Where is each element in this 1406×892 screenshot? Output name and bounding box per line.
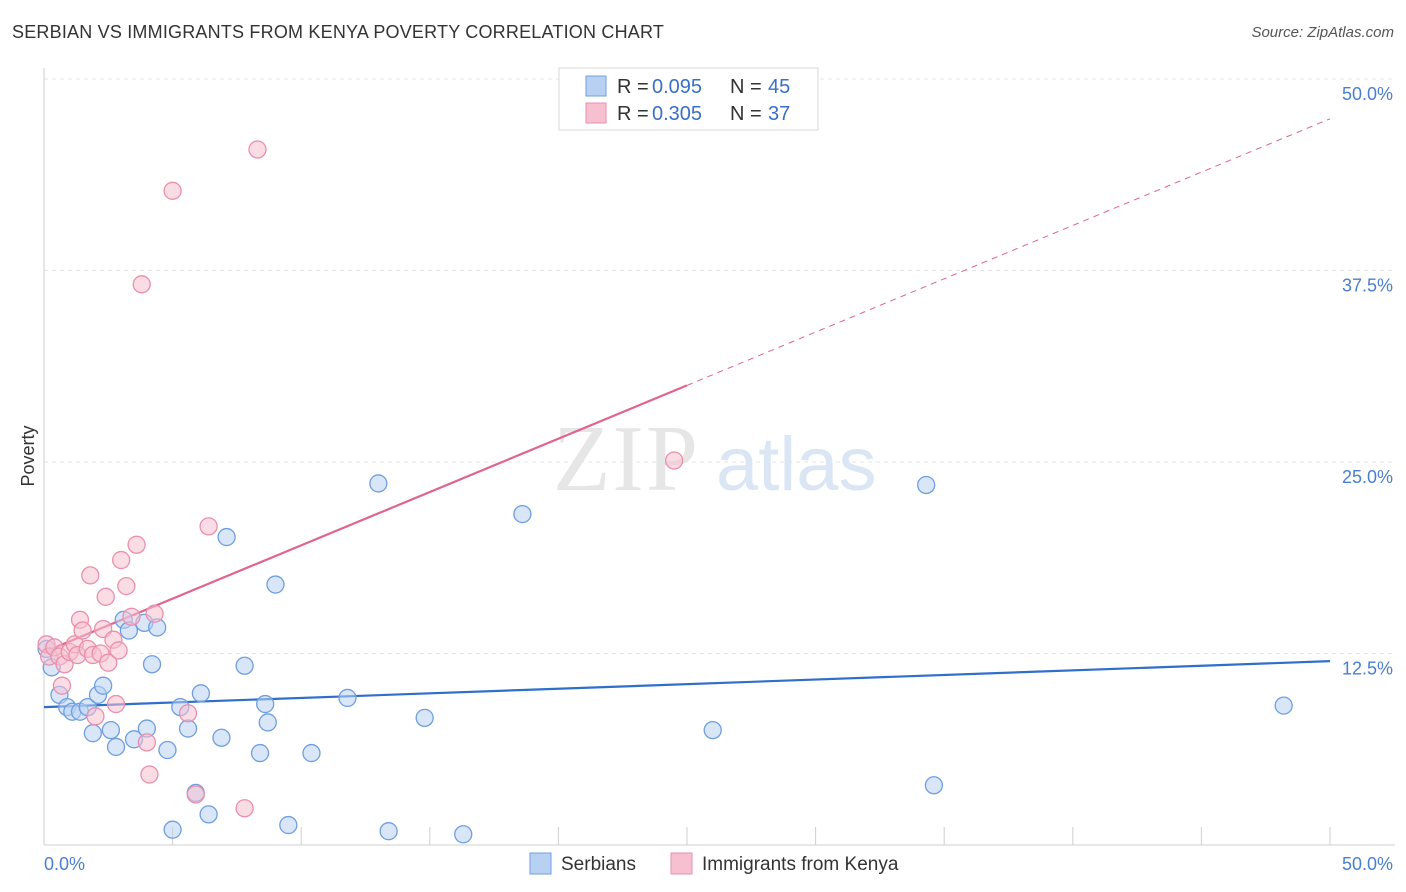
point-kenya <box>235 799 254 818</box>
point-kenya <box>99 653 118 672</box>
point-kenya <box>52 676 72 695</box>
point-kenya <box>664 451 684 470</box>
y-tick-label: 37.5% <box>1342 276 1393 296</box>
legend-box: R = 0.095 N = 45 R = 0.305 N = 37 <box>558 67 819 131</box>
legend-n-value-kenya: 37 <box>768 103 790 125</box>
point-serbians <box>106 737 126 757</box>
point-serbians <box>302 743 321 763</box>
point-kenya <box>96 587 115 606</box>
point-serbians <box>256 694 275 714</box>
legend-swatch-kenya <box>585 102 607 124</box>
point-kenya <box>132 275 151 294</box>
point-serbians <box>101 720 121 740</box>
point-kenya <box>81 566 100 585</box>
legend-r-value-kenya: 0.305 <box>652 103 702 125</box>
bottom-legend-label-serbians: Serbians <box>561 854 636 875</box>
point-serbians <box>142 655 162 674</box>
point-kenya <box>86 707 105 726</box>
point-kenya <box>178 704 198 723</box>
point-serbians <box>924 776 944 795</box>
point-serbians <box>379 822 398 841</box>
point-serbians <box>235 656 254 675</box>
point-serbians <box>250 743 270 763</box>
point-kenya <box>73 621 92 640</box>
point-serbians <box>454 825 473 844</box>
series-kenya-points <box>37 140 684 818</box>
chart-source: Source: ZipAtlas.com <box>1251 24 1394 41</box>
point-serbians <box>158 740 177 760</box>
point-kenya <box>163 181 182 200</box>
y-axis-title: Poverty <box>18 425 38 486</box>
legend-n-label-kenya: N = <box>730 103 762 125</box>
chart-title: SERBIAN VS IMMIGRANTS FROM KENYA POVERTY… <box>12 22 665 42</box>
point-serbians <box>191 684 211 703</box>
legend-r-value-serbians: 0.095 <box>652 76 702 98</box>
y-tick-label: 25.0% <box>1342 467 1393 487</box>
point-kenya <box>106 694 126 714</box>
point-kenya <box>109 641 128 660</box>
point-serbians <box>917 475 936 495</box>
point-serbians <box>199 805 218 824</box>
legend-r-label-serbians: R = <box>617 76 649 98</box>
point-serbians <box>83 724 103 743</box>
point-kenya <box>137 733 157 752</box>
legend-n-label-serbians: N = <box>730 76 762 98</box>
point-serbians <box>212 728 231 747</box>
watermark-atlas: atlas <box>716 422 877 507</box>
bottom-legend: Serbians Immigrants from Kenya <box>529 852 899 875</box>
series-serbians-points <box>37 474 1293 844</box>
point-serbians <box>217 527 236 547</box>
legend-r-label-kenya: R = <box>617 103 649 125</box>
point-kenya <box>112 550 131 570</box>
legend-swatch-serbians <box>585 75 607 97</box>
point-kenya <box>140 765 159 784</box>
point-serbians <box>266 575 285 594</box>
bottom-legend-label-kenya: Immigrants from Kenya <box>702 854 899 875</box>
y-tick-label: 12.5% <box>1342 659 1393 679</box>
trend-line-kenya-extension <box>686 118 1331 386</box>
x-axis-ticks <box>43 827 1331 845</box>
point-kenya <box>145 604 164 623</box>
bottom-legend-swatch-serbians <box>529 852 552 875</box>
point-serbians <box>369 474 388 493</box>
point-serbians <box>415 708 434 727</box>
point-serbians <box>94 676 113 695</box>
x-tick-label-min: 0.0% <box>44 854 85 874</box>
point-kenya <box>122 607 141 626</box>
legend-n-value-serbians: 45 <box>768 76 790 98</box>
point-serbians <box>703 720 722 740</box>
point-serbians <box>1274 696 1293 715</box>
point-serbians <box>178 719 198 738</box>
point-serbians <box>513 504 532 524</box>
point-kenya <box>186 785 205 804</box>
point-kenya <box>127 535 146 554</box>
y-tick-label: 50.0% <box>1342 84 1393 104</box>
point-serbians <box>279 815 298 835</box>
bottom-legend-swatch-kenya <box>670 852 693 875</box>
point-serbians <box>258 713 277 732</box>
point-kenya <box>117 576 136 596</box>
point-kenya <box>248 140 267 159</box>
point-serbians <box>163 820 182 839</box>
y-tick-labels: 12.5% 25.0% 37.5% 50.0% <box>1342 84 1393 679</box>
trend-line-kenya <box>43 384 688 653</box>
point-kenya <box>199 517 218 536</box>
point-serbians <box>338 688 357 708</box>
x-tick-label-max: 50.0% <box>1342 854 1393 874</box>
